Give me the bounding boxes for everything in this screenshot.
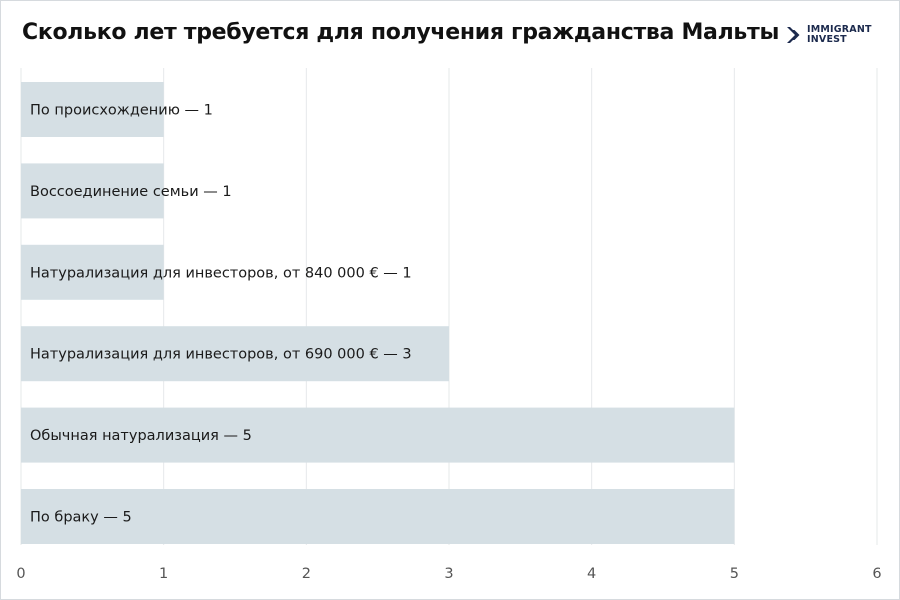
x-tick-label: 5: [730, 566, 739, 582]
bar: [21, 163, 164, 219]
x-tick-label: 6: [872, 566, 881, 582]
x-tick-label: 0: [16, 566, 25, 582]
bar-label: По происхождению — 1: [30, 103, 213, 119]
logo-chevron-icon: [787, 27, 800, 43]
bar-label: Натурализация для инвесторов, от 690 000…: [30, 347, 412, 363]
bar-label: По браку — 5: [30, 510, 132, 526]
bar: [21, 489, 735, 544]
bar: [21, 244, 164, 300]
logo-wordmark: IMMIGRANT INVEST: [807, 25, 872, 45]
chart-title: Сколько лет требуется для получения граж…: [22, 20, 780, 45]
bar: [21, 407, 735, 463]
brand-logo: IMMIGRANT INVEST: [786, 25, 872, 45]
bar: [21, 82, 164, 137]
bar: [21, 326, 449, 382]
logo-line-2: INVEST: [807, 34, 847, 45]
bar-label: Обычная натурализация — 5: [30, 428, 252, 444]
x-tick-label: 2: [302, 566, 311, 582]
x-tick-label: 1: [159, 566, 168, 582]
logo-line-1: IMMIGRANT: [807, 24, 872, 35]
bar-label: Воссоединение семьи — 1: [30, 184, 232, 200]
bar-label: Натурализация для инвесторов, от 840 000…: [30, 265, 412, 281]
x-tick-label: 3: [444, 566, 453, 582]
x-tick-label: 4: [587, 566, 596, 582]
